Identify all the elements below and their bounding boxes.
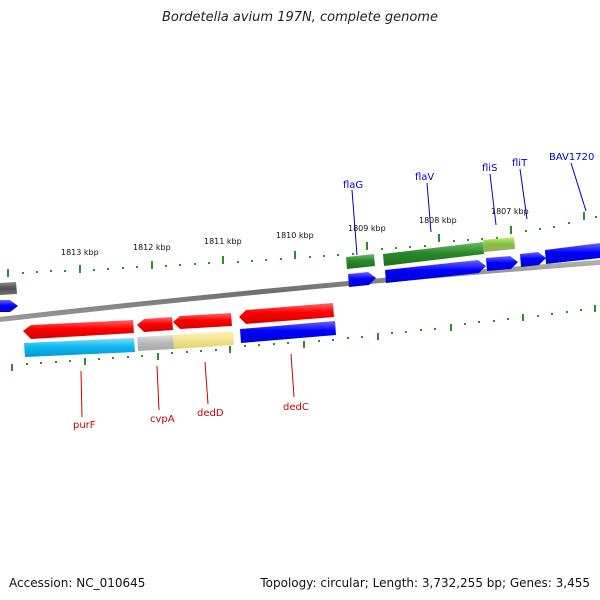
gene-label-dedC: dedC <box>283 402 309 413</box>
cds-arrow-dedC[interactable] <box>239 303 334 324</box>
gene-feature-dedC-blue[interactable] <box>240 321 336 343</box>
genome-backbone <box>0 259 600 322</box>
cds-arrow-flaG[interactable] <box>348 272 376 287</box>
gene-label-BAV1720: BAV1720 <box>549 152 594 163</box>
cds-arrow-purF[interactable] <box>23 320 134 339</box>
gene-feature-cvpA-gray[interactable] <box>137 335 174 351</box>
cds-arrow-fliT[interactable] <box>520 252 546 267</box>
cds-arrow-fliS[interactable] <box>486 256 518 271</box>
gene-feature-dark[interactable] <box>0 282 17 295</box>
top-gene-labels: flaG flaV fliS fliT BAV1720 <box>343 152 594 256</box>
forward-strand-genes <box>0 237 515 295</box>
scale-label-1811: 1811 kbp <box>204 237 242 246</box>
reverse-strand-genes <box>24 321 336 357</box>
reverse-strand-cds <box>23 303 334 339</box>
gene-label-fliS: fliS <box>482 163 497 174</box>
scale-label-1812: 1812 kbp <box>133 243 171 252</box>
cds-arrow-dedD[interactable] <box>173 313 232 329</box>
upper-scale-ticks <box>7 212 597 277</box>
gene-feature-flaG-green[interactable] <box>346 254 375 269</box>
scale-label-1810: 1810 kbp <box>276 231 314 240</box>
gene-label-flaG: flaG <box>343 180 363 191</box>
gene-feature-flaV-green[interactable] <box>383 242 484 266</box>
scale-label-1808: 1808 kbp <box>419 216 457 225</box>
gene-feature-fliS-lime[interactable] <box>483 237 515 252</box>
lower-scale-ticks <box>11 305 596 371</box>
cds-arrow-BAV1720[interactable] <box>545 243 600 264</box>
scale-label-1809: 1809 kbp <box>348 224 386 233</box>
scale-label-1807: 1807 kbp <box>491 207 529 216</box>
forward-strand-cds <box>0 243 600 312</box>
scale-labels: 1813 kbp 1812 kbp 1811 kbp 1810 kbp 1809… <box>61 207 529 257</box>
gene-label-fliT: fliT <box>512 158 528 169</box>
gene-feature-purF-cyan[interactable] <box>24 338 135 357</box>
cds-arrow-cvpA[interactable] <box>137 317 173 332</box>
gene-label-dedD: dedD <box>197 408 224 419</box>
bottom-gene-labels: purF cvpA dedD dedC <box>73 353 309 431</box>
accession-text: Accession: NC_010645 <box>9 576 146 590</box>
map-title: Bordetella avium 197N, complete genome <box>162 10 438 25</box>
cds-arrow-left-edge[interactable] <box>0 300 18 312</box>
cds-arrow-flaV[interactable] <box>385 260 486 283</box>
gene-label-flaV: flaV <box>415 172 434 183</box>
gene-feature-dedD-yellow[interactable] <box>173 331 234 349</box>
gene-label-purF: purF <box>73 420 96 431</box>
genome-summary-text: Topology: circular; Length: 3,732,255 bp… <box>260 576 590 590</box>
gene-label-cvpA: cvpA <box>150 414 175 425</box>
scale-label-1813: 1813 kbp <box>61 248 99 257</box>
